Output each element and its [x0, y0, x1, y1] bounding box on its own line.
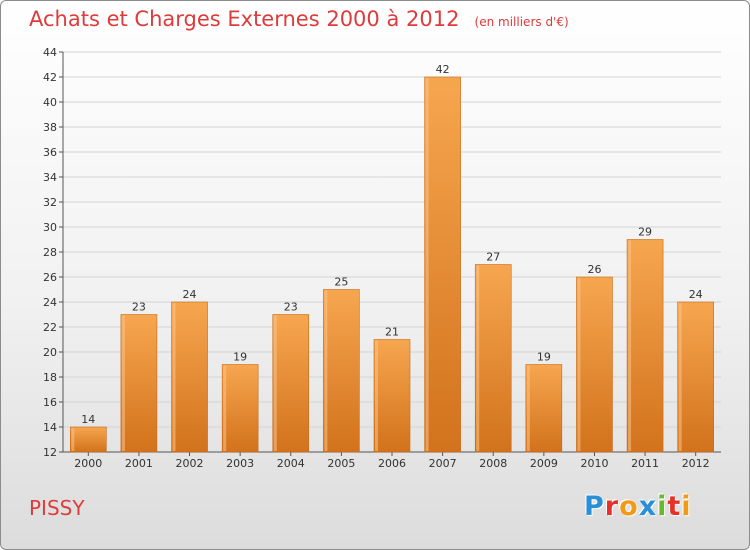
- x-tick-label: 2001: [125, 457, 153, 470]
- x-tick-label: 2009: [530, 457, 558, 470]
- y-tick-label: 14: [43, 421, 57, 434]
- y-tick-label: 40: [43, 96, 57, 109]
- x-tick-label: 2004: [277, 457, 305, 470]
- bar-highlight: [628, 240, 632, 451]
- brand-letter: t: [667, 491, 682, 522]
- bar: [323, 289, 360, 453]
- y-tick-label: 34: [43, 171, 57, 184]
- bar-highlight: [577, 278, 581, 451]
- data-label: 21: [385, 326, 399, 339]
- bar: [626, 239, 664, 453]
- brand-letter: x: [638, 491, 658, 522]
- y-tick-label: 44: [43, 46, 57, 59]
- data-label: 19: [233, 351, 247, 364]
- chart-subtitle: (en milliers d'€): [474, 15, 569, 29]
- bar-highlight: [121, 315, 125, 451]
- bar-highlight: [526, 365, 530, 451]
- y-tick-label: 28: [43, 246, 57, 259]
- y-tick-label: 12: [43, 446, 57, 459]
- brand-letter: i: [681, 491, 692, 522]
- data-label: 42: [436, 63, 450, 76]
- x-tick-label: 2000: [74, 457, 102, 470]
- y-tick-label: 36: [43, 146, 57, 159]
- y-tick-label: 24: [43, 296, 57, 309]
- data-label: 25: [334, 276, 348, 289]
- chart-title: Achats et Charges Externes 2000 à 2012: [29, 7, 460, 31]
- brand-letter: i: [657, 491, 668, 522]
- bar-highlight: [375, 340, 378, 451]
- bar: [221, 364, 259, 453]
- bar: [525, 364, 563, 453]
- bar-highlight: [678, 303, 682, 451]
- y-tick-label: 32: [43, 196, 57, 209]
- y-tick-label: 18: [43, 371, 57, 384]
- x-tick-label: 2012: [682, 457, 710, 470]
- bar-highlight: [425, 78, 429, 451]
- x-tick-label: 2007: [429, 457, 457, 470]
- x-tick-label: 2011: [631, 457, 659, 470]
- bar-highlight: [172, 303, 176, 451]
- bar: [70, 426, 107, 453]
- y-tick-label: 20: [43, 346, 57, 359]
- y-tick-label: 16: [43, 396, 57, 409]
- bar: [677, 301, 714, 453]
- data-label: 19: [537, 351, 551, 364]
- title-row: Achats et Charges Externes 2000 à 2012 (…: [29, 7, 569, 31]
- y-tick-label: 26: [43, 271, 57, 284]
- y-tick-label: 38: [43, 121, 57, 134]
- x-tick-label: 2002: [176, 457, 204, 470]
- brand-letter: P: [584, 491, 605, 522]
- x-tick-label: 2010: [580, 457, 608, 470]
- bar: [576, 276, 613, 453]
- bar: [120, 314, 158, 453]
- data-label: 23: [284, 301, 298, 314]
- x-tick-label: 2006: [378, 457, 406, 470]
- bar-highlight: [223, 365, 227, 451]
- data-label: 14: [81, 413, 95, 426]
- bar-highlight: [324, 290, 328, 451]
- brand-letter: o: [619, 491, 639, 522]
- data-label: 26: [587, 263, 601, 276]
- x-tick-label: 2008: [479, 457, 507, 470]
- bar-highlight: [273, 315, 277, 451]
- bar: [373, 339, 411, 453]
- bar: [424, 76, 461, 453]
- y-tick-label: 42: [43, 71, 57, 84]
- brand-letter: r: [604, 491, 620, 522]
- bar-highlight: [71, 428, 75, 451]
- bar: [474, 264, 512, 453]
- data-label: 23: [132, 301, 146, 314]
- data-label: 24: [183, 288, 197, 301]
- brand-logo: Proxiti: [584, 491, 692, 522]
- x-tick-label: 2005: [327, 457, 355, 470]
- y-tick-label: 22: [43, 321, 57, 334]
- y-tick-label: 30: [43, 221, 57, 234]
- bar-highlight: [476, 265, 480, 451]
- bar: [171, 301, 208, 453]
- bar: [272, 314, 310, 453]
- bars: [70, 76, 714, 453]
- data-label: 27: [486, 251, 500, 264]
- place-name: PISSY: [29, 496, 85, 520]
- x-tick-label: 2003: [226, 457, 254, 470]
- data-label: 24: [689, 288, 703, 301]
- data-label: 29: [638, 226, 652, 239]
- labels: 12 14 16 18 20 22 24 26 28 30 32 34 36 38 40 42 44 14 2000…: [43, 46, 710, 470]
